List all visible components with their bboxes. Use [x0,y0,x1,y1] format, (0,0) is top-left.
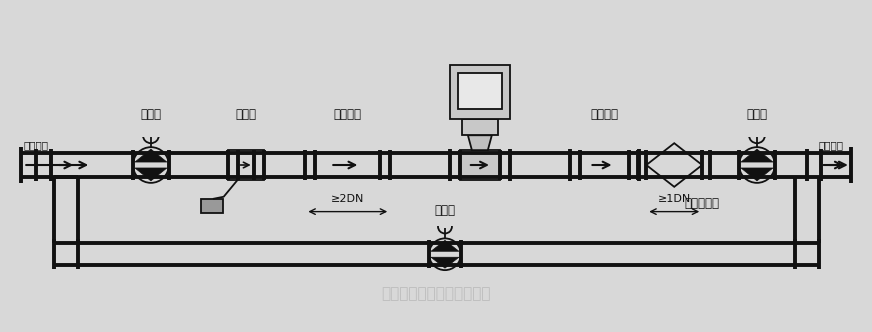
Polygon shape [741,168,773,181]
Bar [228,150,263,180]
Bar [435,216,455,226]
Text: 介质流向: 介质流向 [819,140,844,150]
Text: 青岛万安电子技术有限公司: 青岛万安电子技术有限公司 [381,287,491,301]
Bar [460,150,500,180]
Text: 前直管段: 前直管段 [333,108,361,122]
Text: ≥2DN: ≥2DN [331,194,364,204]
Polygon shape [468,135,492,150]
Bar [745,125,769,137]
Polygon shape [741,149,773,162]
Bar [458,73,501,110]
Polygon shape [431,240,459,251]
Bar [462,120,498,135]
Bar [139,125,163,137]
Polygon shape [431,257,459,268]
Text: 后直管段: 后直管段 [590,108,618,122]
Bar [201,199,222,212]
Text: 钢制伸缩器: 钢制伸缩器 [685,197,719,210]
Text: 旁通阀: 旁通阀 [434,204,455,216]
Polygon shape [135,149,167,162]
Text: 后阀门: 后阀门 [746,108,767,122]
Text: 介质流向: 介质流向 [24,140,48,150]
Bar [450,65,510,120]
Text: 过滤器: 过滤器 [235,108,256,122]
Text: ≥1DN: ≥1DN [657,194,691,204]
Text: 前阀门: 前阀门 [140,108,161,122]
Polygon shape [135,168,167,181]
